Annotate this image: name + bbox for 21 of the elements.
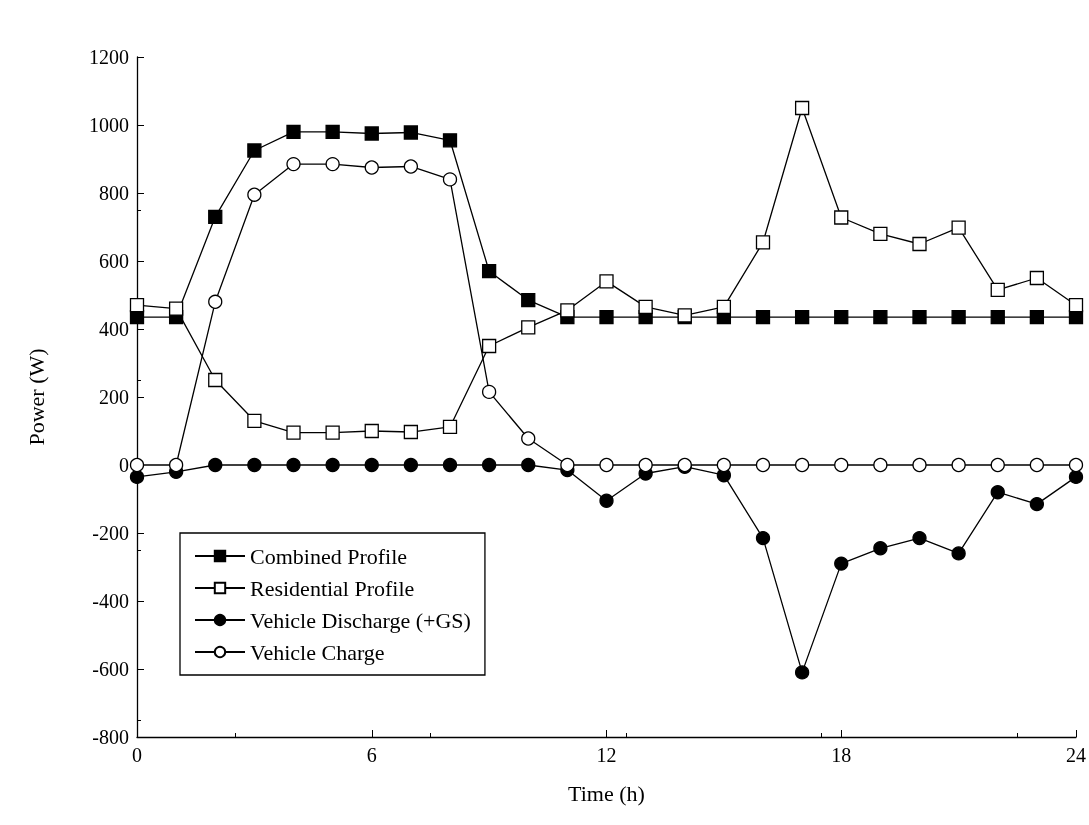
y-tick-label: 0: [119, 454, 129, 476]
y-tick-label: -200: [92, 522, 129, 544]
y-tick-label: 400: [99, 318, 129, 340]
x-tick-label: 12: [596, 744, 617, 766]
y-tick-label: 200: [99, 386, 129, 408]
y-tick-label: 1200: [89, 46, 129, 68]
x-axis-title: Time (h): [568, 780, 645, 806]
y-tick-label: 800: [99, 182, 129, 204]
legend-label: Combined Profile: [250, 543, 408, 569]
x-tick-label: 24: [1066, 744, 1086, 766]
y-tick-label: -600: [92, 658, 129, 680]
legend-label: Vehicle Discharge (+GS): [250, 607, 471, 633]
y-tick-label: -400: [92, 590, 129, 612]
legend-label: Residential Profile: [250, 575, 415, 601]
legend-label: Vehicle Charge: [250, 639, 385, 665]
y-tick-label: -800: [92, 726, 129, 748]
y-tick-label: 600: [99, 250, 129, 272]
x-tick-label: 18: [831, 744, 852, 766]
x-tick-label: 6: [366, 744, 377, 766]
y-axis-title: Power (W): [23, 348, 49, 446]
y-tick-label: 1000: [89, 114, 129, 136]
